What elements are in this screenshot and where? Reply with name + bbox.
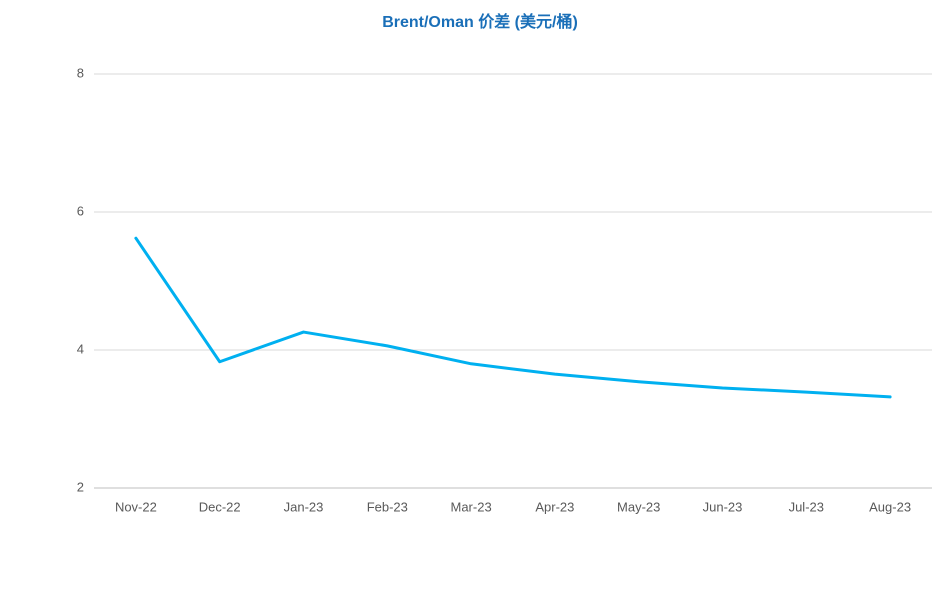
y-tick-label: 2	[77, 479, 84, 494]
x-tick-label: Nov-22	[115, 499, 157, 514]
x-tick-label: Mar-23	[451, 499, 492, 514]
line	[134, 236, 892, 399]
x-tick-label: Jul-23	[789, 499, 824, 514]
x-tick-label: May-23	[617, 499, 660, 514]
x-tick-label: Feb-23	[367, 499, 408, 514]
x-tick-label: Apr-23	[535, 499, 574, 514]
y-tick-label: 4	[77, 341, 84, 356]
y-tick-label: 8	[77, 65, 84, 80]
x-tick-label: Jan-23	[284, 499, 324, 514]
chart-title: Brent/Oman 价差 (美元/桶)	[382, 12, 578, 31]
y-tick-label: 6	[77, 203, 84, 218]
x-tick-label: Aug-23	[869, 499, 911, 514]
x-tick-label: Dec-22	[199, 499, 241, 514]
x-tick-label: Jun-23	[703, 499, 743, 514]
